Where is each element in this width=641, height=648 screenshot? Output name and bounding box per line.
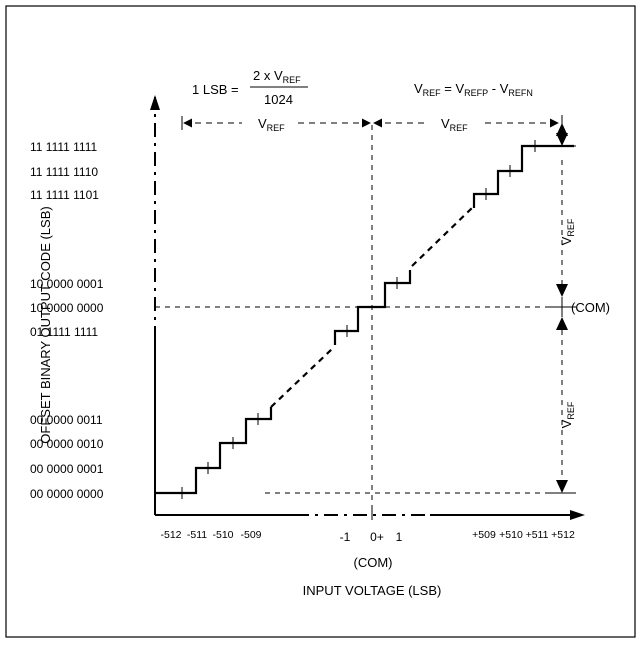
vref-label-right: VREF [441,116,468,133]
y-code: 00 0000 0011 [30,413,103,427]
lsb-denominator: 1024 [264,92,293,107]
x-tick: 1 [396,530,403,544]
y-code: 00 0000 0000 [30,487,104,501]
vref-label-left: VREF [258,116,285,133]
x-tick: -512 [160,529,181,541]
vref-label-lower: VREF [559,401,576,428]
y-code: 11 1111 1101 [30,188,99,202]
y-axis-arrow [150,95,160,110]
vref-equation: VREF = VREFP - VREFN [414,81,533,98]
com-label-right: (COM) [571,300,610,315]
x-tick: -509 [240,529,261,541]
y-code: 00 0000 0001 [30,462,104,476]
x-axis-title: INPUT VOLTAGE (LSB) [303,583,442,598]
y-code: 01 1111 1111 [30,325,98,339]
y-axis-title: OFFSET BINARY OUTPUT CODE (LSB) [38,206,53,443]
x-tick: +512 [551,529,575,541]
transfer-staircase [155,140,574,499]
x-com-label: (COM) [354,555,393,570]
y-code: 11 1111 1111 [30,140,97,154]
x-tick: -510 [212,529,233,541]
vref-label-upper: VREF [559,218,576,245]
top-vref-dimension: VREF VREF [181,115,563,133]
x-axis [155,510,585,520]
x-tick-labels: -512 -511 -510 -509 -1 0+ 1 +509 +510 +5… [160,529,574,544]
y-code-labels: 11 1111 1111 11 1111 1110 11 1111 1101 1… [30,140,104,501]
x-tick: -511 [187,529,207,541]
x-tick: +509 [472,529,496,541]
x-tick: +511 [526,529,549,541]
svg-text:2 x VREF: 2 x VREF [253,68,301,85]
svg-text:VREF = VREFP - VREFN: VREF = VREFP - VREFN [414,81,533,98]
x-tick: -1 [340,530,351,544]
x-tick: +510 [499,529,523,541]
y-code: 00 0000 0010 [30,437,104,451]
y-code: 10 0000 0001 [30,277,104,291]
right-vref-dimension: VREF VREF (COM) [548,123,610,494]
x-tick: 0+ [370,530,384,544]
y-code: 11 1111 1110 [30,165,98,179]
lsb-formula: 1 LSB = 2 x VREF 1024 [192,68,308,107]
y-code: 10 0000 0000 [30,301,104,315]
x-axis-arrow [570,510,585,520]
lsb-lhs: 1 LSB = [192,82,239,97]
y-axis [150,95,160,515]
figure-border [5,5,636,638]
